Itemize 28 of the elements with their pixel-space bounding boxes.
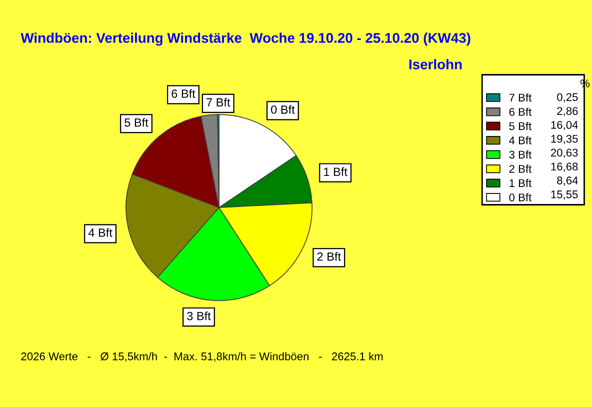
chart-title: Windböen: Verteilung Windstärke Woche 19.10.20 - 25.10.20 (KW43) [20,32,470,46]
slice-label: 5 Bft [124,118,148,127]
slice-label: 6 Bft [172,89,196,98]
legend-title: % [580,80,590,88]
slice-label: 3 Bft [187,312,211,320]
legend-label: 6 Bft [509,108,532,116]
slice-label: 2 Bft [317,252,341,261]
data-label: 19,35 [551,134,578,144]
slice-label: 0 Bft [271,105,295,114]
legend-label: 3 Bft [509,150,532,159]
slice-label: 7 Bft [206,98,230,107]
slice-label: 4 Bft [88,228,112,237]
data-label: 20,63 [550,148,578,158]
legend-label: 2 Bft [509,164,532,173]
legend-label: 7 Bft [509,93,532,102]
data-label: 16,68 [551,162,578,172]
legend-label: 1 Bft [510,178,532,188]
data-label: 15,55 [551,190,578,200]
data-label: 0,25 [557,93,578,102]
legend-label: 0 Bft [509,193,532,202]
data-label: 8,64 [557,176,578,186]
chart-subtitle: Iserlohn [409,59,462,70]
data-label: 2,86 [557,107,578,116]
text: 2026 Werte - Ø 15,5km/h - Max. 51,8km/h = Windböen - 2625.1 km [21,352,383,362]
data-label: 16,04 [551,120,578,130]
legend-label: 5 Bft [509,122,532,130]
slice-label: 1 Bft [324,167,348,176]
legend-label: 4 Bft [509,136,532,144]
